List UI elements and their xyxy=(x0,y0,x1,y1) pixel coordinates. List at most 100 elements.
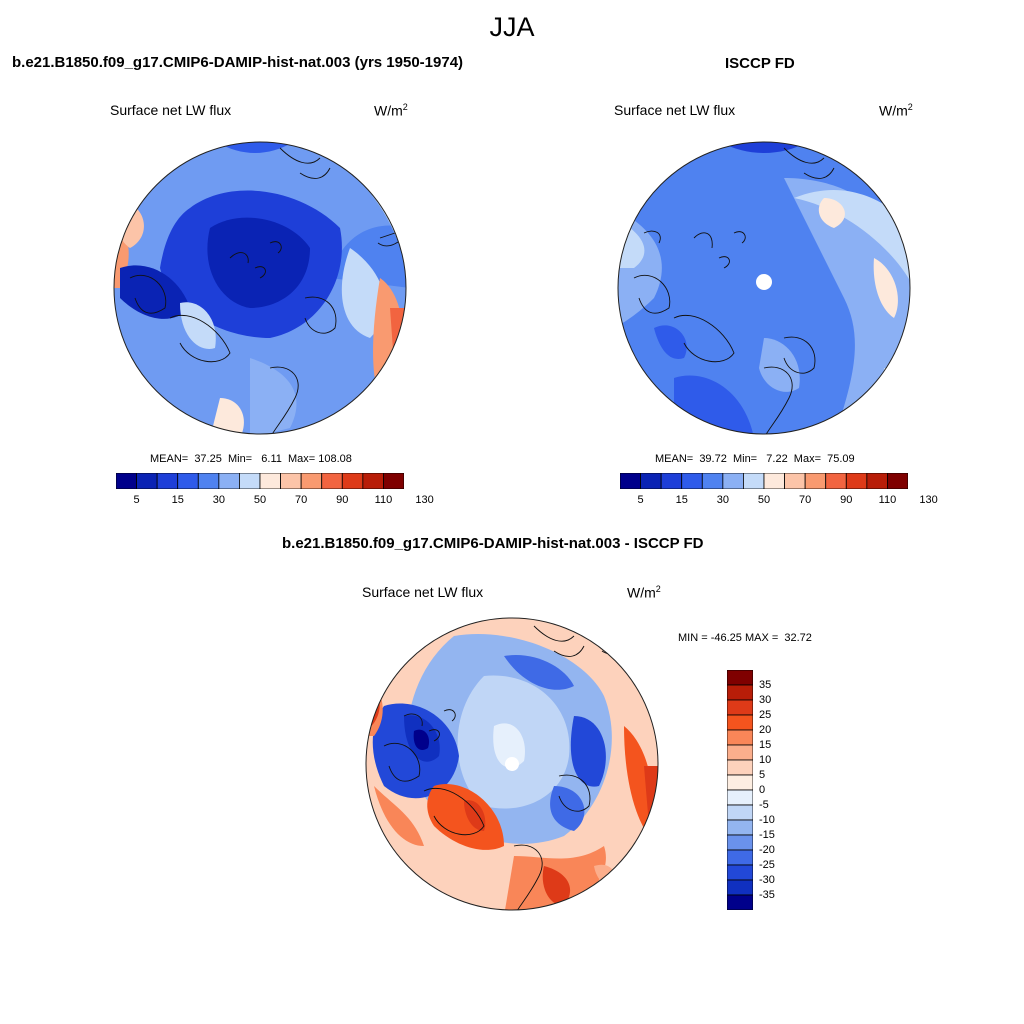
panel-2-colorbar-swatch xyxy=(804,472,827,490)
panel-3-colorbar-swatch xyxy=(726,729,754,746)
panel-2-colorbar-label: 30 xyxy=(716,494,729,506)
panel-1-colorbar-swatch xyxy=(383,472,405,490)
panel-1-colorbar xyxy=(115,472,405,490)
panel-1-polar-map xyxy=(113,141,407,435)
panel-3-colorbar-swatches xyxy=(726,669,754,911)
panel-1-colorbar-swatch xyxy=(115,472,137,490)
panel-2-colorbar-swatch xyxy=(784,472,806,490)
panel-2-colorbar-label: 5 xyxy=(637,494,644,506)
panel-3-colorbar xyxy=(726,669,754,911)
panel-3-colorbar-swatch xyxy=(726,894,754,911)
panel-1-colorbar-swatch xyxy=(341,472,364,490)
panel-3-colorbar-label: 35 xyxy=(759,679,772,691)
panel-1-colorbar-swatch xyxy=(197,472,220,490)
panel-1-title: b.e21.B1850.f09_g17.CMIP6-DAMIP-hist-nat… xyxy=(12,54,464,71)
panel-2-variable: Surface net LW flux xyxy=(614,102,736,118)
panel-3-colorbar-swatch xyxy=(726,774,754,791)
panel-3-colorbar-label: 30 xyxy=(759,694,772,706)
panel-3-colorbar-label: 10 xyxy=(759,754,772,766)
panel-2-colorbar-swatch xyxy=(763,472,785,490)
panel-2-colorbar xyxy=(619,472,909,490)
figure-title: JJA xyxy=(489,12,535,42)
panel-1-colorbar-label: 5 xyxy=(133,494,140,506)
panel-2-title: ISCCP FD xyxy=(725,55,795,72)
panel-3-colorbar-label: -35 xyxy=(759,889,775,901)
panel-2-colorbar-swatch xyxy=(701,472,724,490)
panel-2-colorbar-label: 110 xyxy=(878,494,897,506)
panel-2-colorbar-swatches xyxy=(619,472,909,490)
panel-3-colorbar-label: 5 xyxy=(759,769,766,781)
panel-2-colorbar-swatch xyxy=(845,472,868,490)
panel-2-stats: MEAN= 39.72 Min= 7.22 Max= 75.09 xyxy=(655,453,855,465)
panel-2-colorbar-swatch xyxy=(743,472,765,490)
panel-1-colorbar-swatch xyxy=(300,472,323,490)
panel-1-colorbar-labels: 5 15 30 50 70 90 110 130 xyxy=(116,494,434,508)
panel-3-colorbar-label: 20 xyxy=(759,724,772,736)
panel-1-colorbar-label: 110 xyxy=(374,494,393,506)
panel-1-units: W/m2 xyxy=(374,102,408,119)
panel-3-colorbar-swatch xyxy=(726,804,754,821)
panel-1-stats: MEAN= 37.25 Min= 6.11 Max= 108.08 xyxy=(150,453,352,465)
panel-3-colorbar-swatch xyxy=(726,879,754,896)
panel-3-colorbar-label: -30 xyxy=(759,874,775,886)
panel-2-colorbar-swatch xyxy=(887,472,909,490)
panel-1-colorbar-swatches xyxy=(115,472,405,490)
panel-3-variable: Surface net LW flux xyxy=(362,584,484,600)
panel-1-colorbar-swatch xyxy=(362,472,384,490)
panel-2-colorbar-label: 15 xyxy=(675,494,688,506)
panel-3-colorbar-labels: 35 30 25 20 15 10 5 0 -5 -10 -15 -20 -25 -30 -35 xyxy=(759,670,799,910)
panel-3-polar-map xyxy=(365,617,659,911)
panel-3-colorbar-swatch xyxy=(726,819,754,836)
panel-1-colorbar-swatch xyxy=(156,472,179,490)
panel-2-colorbar-swatch xyxy=(640,472,662,490)
panel-1-colorbar-swatch xyxy=(239,472,261,490)
panel-3-colorbar-swatch xyxy=(726,744,754,761)
panel-2-units: W/m2 xyxy=(879,102,913,119)
panel-3-colorbar-label: -20 xyxy=(759,844,775,856)
panel-1-colorbar-swatch xyxy=(136,472,158,490)
panel-1-colorbar-label: 15 xyxy=(171,494,184,506)
panel-1-colorbar-label: 130 xyxy=(415,494,434,506)
panel-2-colorbar-label: 50 xyxy=(757,494,771,506)
panel-3-colorbar-label: 0 xyxy=(759,784,766,796)
panel-1-colorbar-swatch xyxy=(321,472,343,490)
panel-1-variable: Surface net LW flux xyxy=(110,102,232,118)
panel-3-colorbar-swatch xyxy=(726,714,754,731)
panel-3-colorbar-swatch xyxy=(726,669,754,686)
panel-2-colorbar-label: 70 xyxy=(799,494,812,506)
panel-3-colorbar-label: -10 xyxy=(759,814,775,826)
panel-3-colorbar-swatch xyxy=(726,864,754,881)
panel-2-colorbar-swatch xyxy=(722,472,744,490)
panel-3-colorbar-label: 15 xyxy=(759,739,772,751)
panel-1-colorbar-label: 30 xyxy=(212,494,225,506)
panel-2-polar-map xyxy=(617,141,911,435)
panel-2-colorbar-swatch xyxy=(660,472,683,490)
panel-2-colorbar-swatch xyxy=(825,472,847,490)
panel-1-colorbar-label: 70 xyxy=(295,494,308,506)
panel-3-colorbar-swatch xyxy=(726,849,754,866)
panel-1-colorbar-swatch xyxy=(218,472,240,490)
panel-2-colorbar-swatch xyxy=(866,472,888,490)
panel-2-colorbar-labels: 5 15 30 50 70 90 110 130 xyxy=(620,494,938,508)
panel-3-stats: MIN = -46.25 MAX = 32.72 xyxy=(678,632,812,644)
panel-2-colorbar-label: 130 xyxy=(919,494,938,506)
panel-3-colorbar-swatch xyxy=(726,759,754,776)
panel-1-colorbar-label: 50 xyxy=(253,494,267,506)
panel-3-colorbar-swatch xyxy=(726,789,754,806)
panel-3-colorbar-swatch xyxy=(726,699,754,716)
panel-2-colorbar-label: 90 xyxy=(840,494,853,506)
panel-1-colorbar-swatch xyxy=(259,472,281,490)
panel-3-colorbar-swatch xyxy=(726,834,754,851)
panel-1-colorbar-label: 90 xyxy=(336,494,349,506)
panel-2-colorbar-swatch xyxy=(619,472,641,490)
panel-3-colorbar-label: -5 xyxy=(759,799,769,811)
panel-1-colorbar-swatch xyxy=(177,472,199,490)
panel-3-colorbar-swatch xyxy=(726,684,754,701)
panel-3-colorbar-label: 25 xyxy=(759,709,772,721)
panel-2-colorbar-swatch xyxy=(681,472,703,490)
panel-3-units: W/m2 xyxy=(627,584,661,601)
panel-3-colorbar-label: -25 xyxy=(759,859,775,871)
panel-3-title: b.e21.B1850.f09_g17.CMIP6-DAMIP-hist-nat… xyxy=(282,535,704,552)
panel-3-colorbar-label: -15 xyxy=(759,829,775,841)
panel-1-colorbar-swatch xyxy=(280,472,302,490)
